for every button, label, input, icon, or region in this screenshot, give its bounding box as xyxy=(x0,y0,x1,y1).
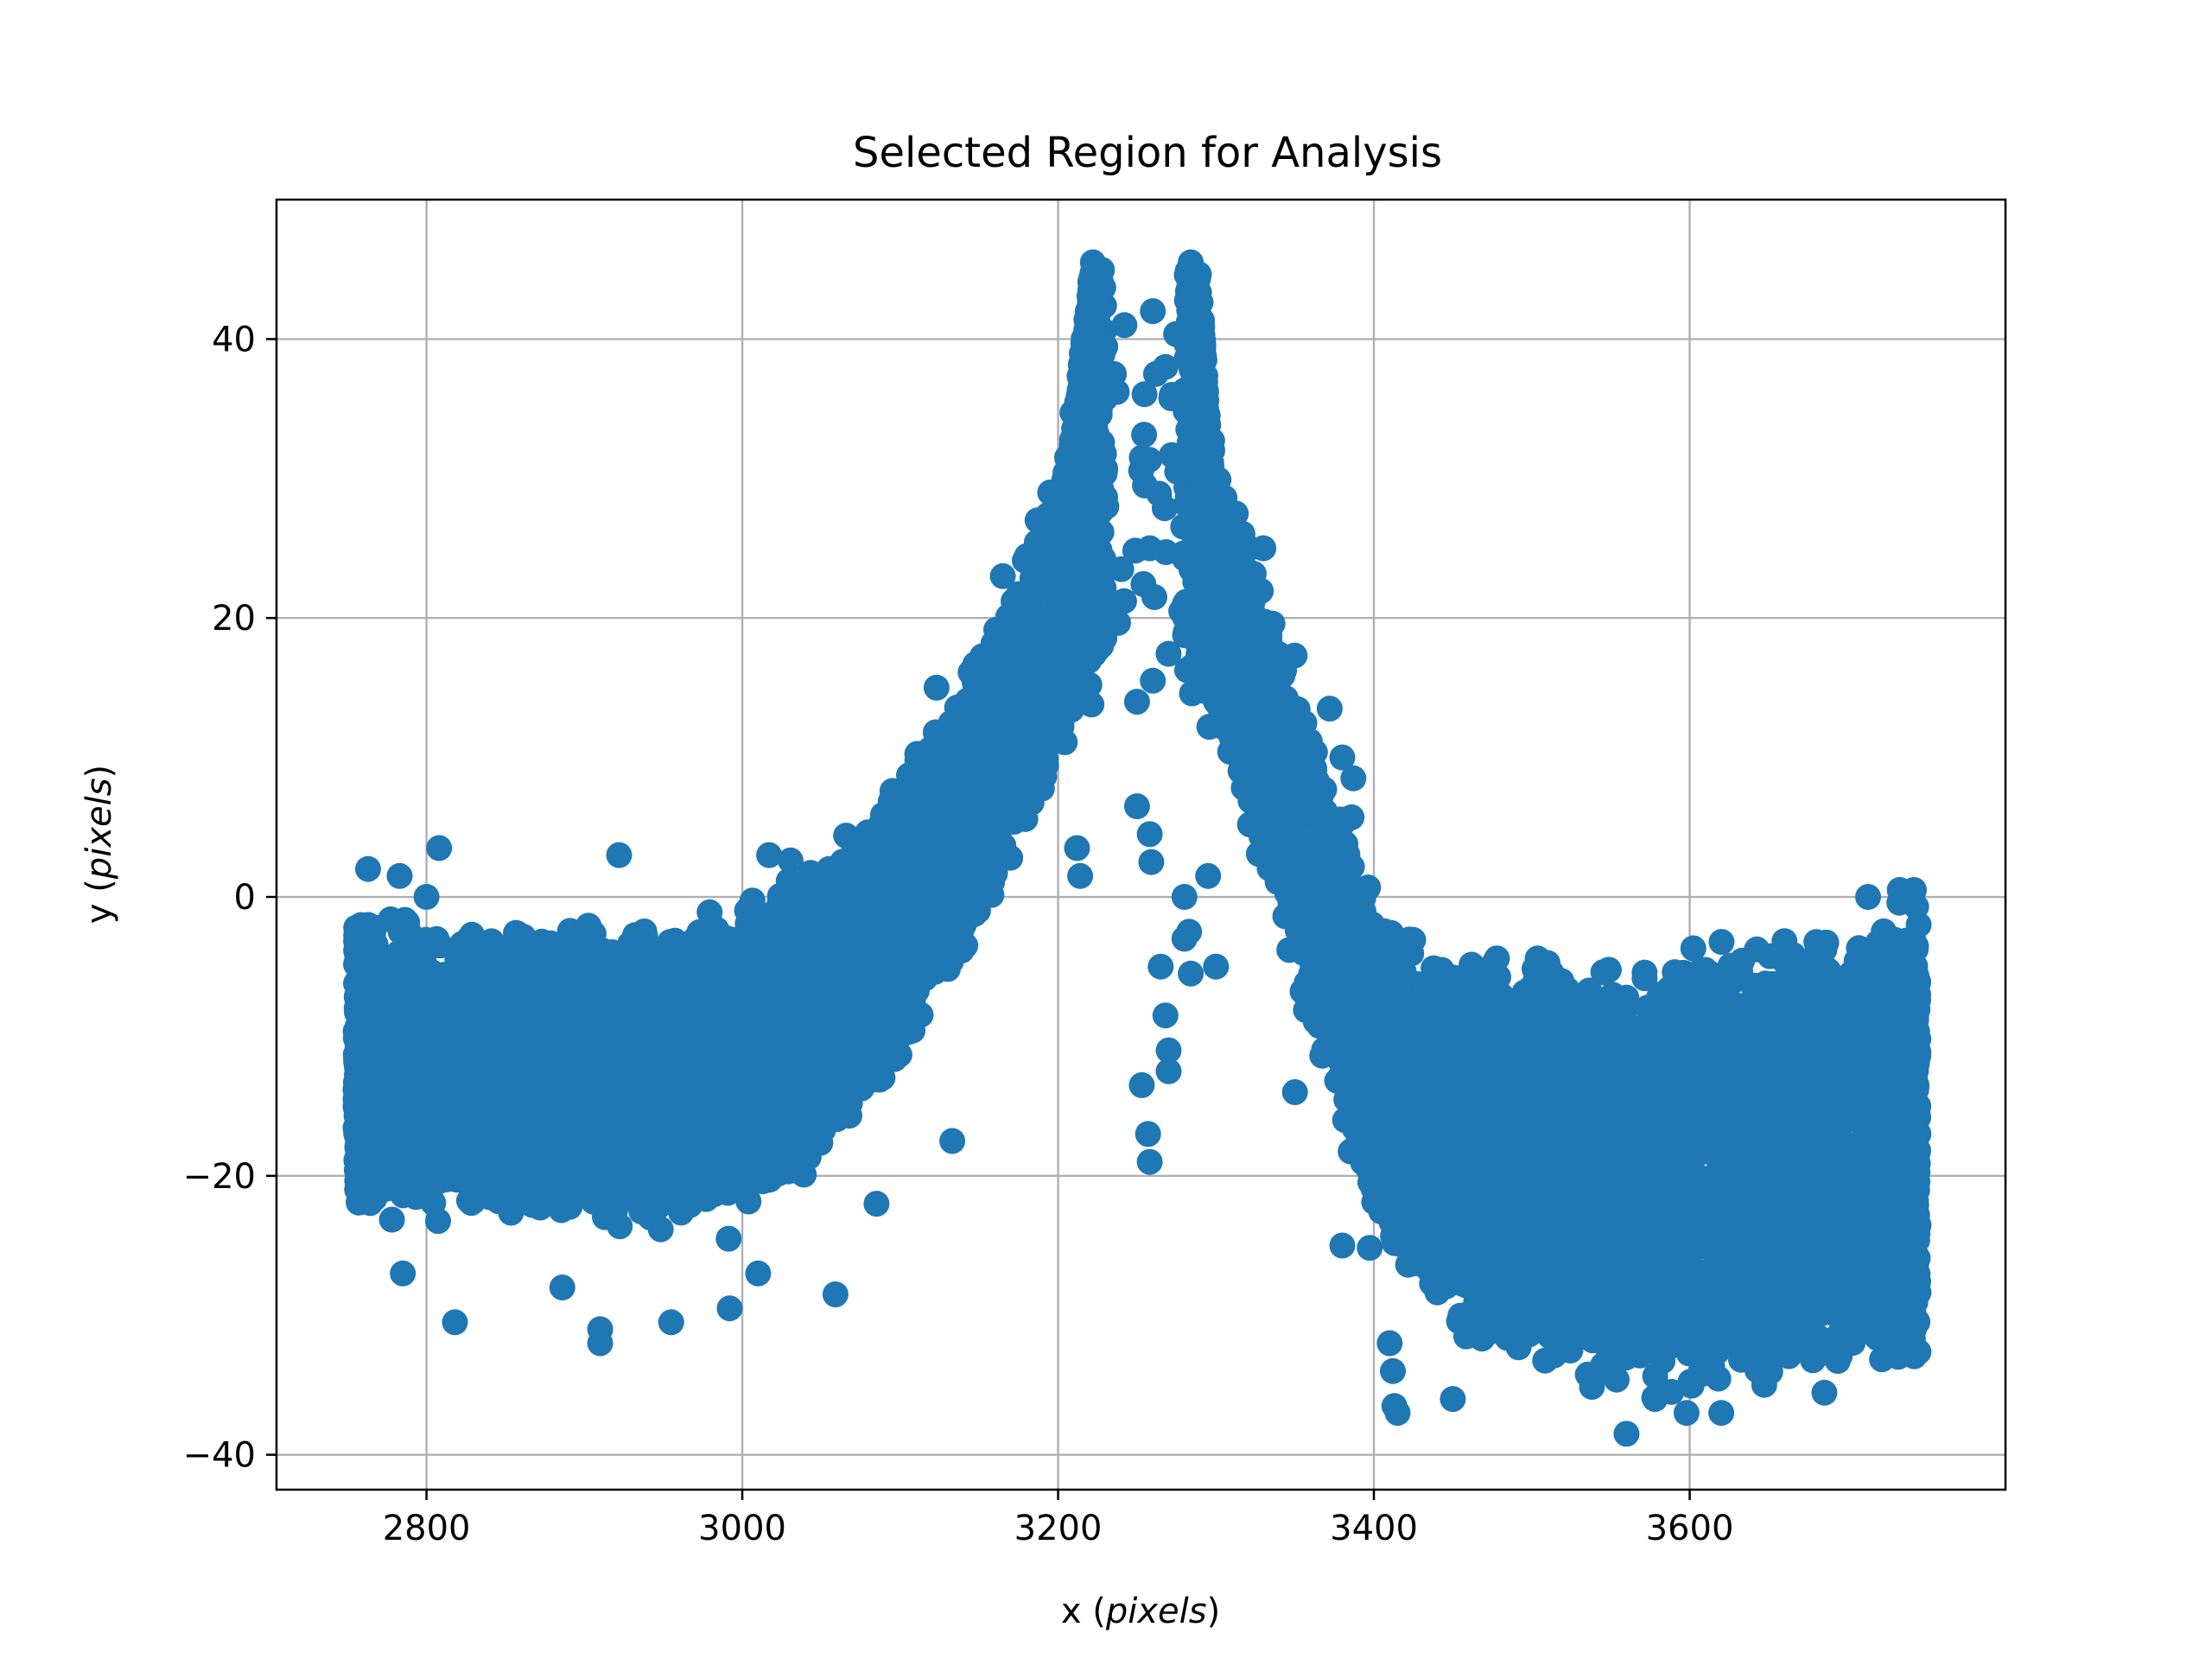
chart-title: Selected Region for Analysis xyxy=(853,129,1442,177)
scatter-point xyxy=(1155,640,1182,667)
scatter-point xyxy=(766,882,793,909)
scatter-point xyxy=(715,1225,742,1252)
scatter-point xyxy=(1131,422,1158,448)
scatter-point xyxy=(777,847,804,874)
scatter-point xyxy=(1357,1235,1383,1262)
scatter-point xyxy=(1811,1379,1838,1406)
scatter-points xyxy=(342,249,1932,1447)
scatter-point xyxy=(1484,945,1510,972)
scatter-point xyxy=(1131,381,1158,408)
